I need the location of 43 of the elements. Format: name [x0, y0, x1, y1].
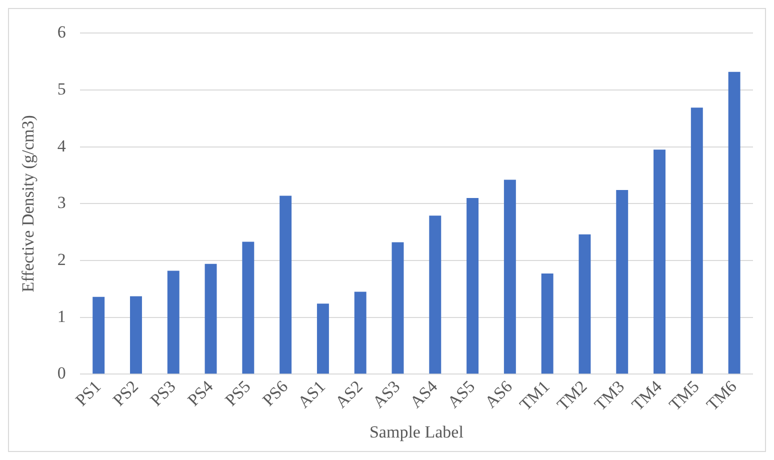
x-tick-label: TM1	[516, 376, 554, 414]
bar	[654, 150, 666, 374]
bar	[242, 242, 254, 374]
bar	[316, 304, 329, 374]
y-tick-label: 6	[57, 22, 66, 42]
bar	[541, 274, 554, 374]
x-tick-label: PS6	[258, 376, 292, 410]
y-tick-label: 0	[57, 364, 66, 383]
bar	[616, 190, 628, 374]
x-tick-label: PS5	[221, 376, 254, 410]
bar	[167, 270, 180, 374]
bar	[130, 296, 142, 374]
x-tick-label: PS3	[146, 376, 180, 410]
bar	[429, 216, 442, 374]
x-tick-label: AS1	[294, 376, 329, 412]
bar	[466, 198, 479, 374]
x-tick-label: PS4	[184, 376, 218, 410]
y-tick-label: 4	[57, 136, 66, 156]
bar	[728, 72, 740, 374]
bar	[354, 292, 366, 374]
y-tick-label: 5	[57, 79, 66, 98]
bar	[92, 296, 105, 374]
x-tick-label: AS6	[481, 376, 516, 412]
x-tick-label: AS4	[406, 376, 442, 412]
y-tick-label: 1	[57, 306, 66, 326]
x-tick-label: PS2	[109, 376, 142, 410]
bar	[504, 180, 516, 374]
x-tick-label: AS3	[368, 376, 404, 412]
x-tick-label: AS5	[444, 376, 479, 412]
x-tick-label: TM3	[590, 376, 628, 414]
x-tick-label: TM4	[628, 376, 666, 414]
y-tick-label: 3	[57, 193, 66, 212]
bar	[690, 108, 703, 374]
x-axis-title: Sample Label	[369, 422, 464, 442]
x-tick-label: TM2	[553, 376, 591, 414]
x-tick-label: AS2	[332, 376, 366, 412]
y-tick-label: 2	[57, 250, 66, 269]
bar	[280, 196, 292, 374]
y-axis-title: Effective Density (g/cm3)	[18, 115, 38, 292]
bar	[392, 242, 404, 374]
bar	[204, 264, 217, 374]
x-tick-label: PS1	[72, 376, 105, 410]
bar	[578, 234, 591, 374]
